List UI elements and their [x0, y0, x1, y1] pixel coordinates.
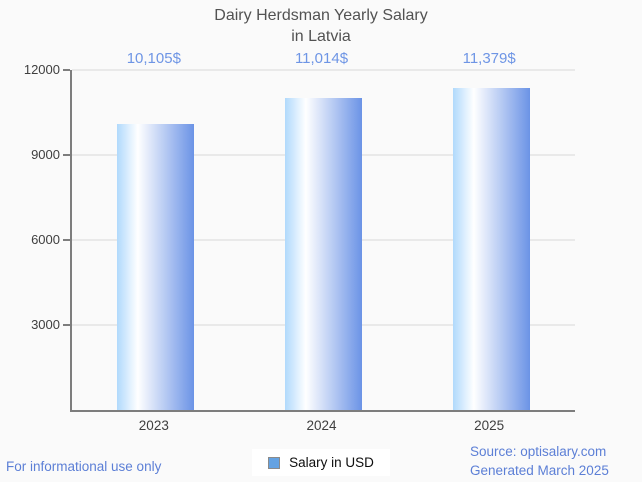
chart-title-line1: Dairy Herdsman Yearly Salary — [214, 7, 428, 24]
value-label-2025: 11,379$ — [462, 50, 516, 67]
informational-note: For informational use only — [6, 459, 162, 474]
y-axis-label-12000: 12000 — [23, 62, 60, 77]
source-block: Source: optisalary.com Generated March 2… — [470, 442, 609, 480]
y-axis-tick — [63, 324, 70, 326]
y-axis-label-6000: 6000 — [31, 232, 60, 247]
gridline-y12000 — [72, 69, 575, 71]
y-axis-label-9000: 9000 — [31, 147, 60, 162]
y-axis-tick — [63, 154, 70, 156]
value-label-2024: 11,014$ — [294, 50, 349, 67]
legend-swatch-icon — [268, 456, 281, 469]
bar-2023[interactable] — [117, 123, 195, 410]
y-axis-tick — [63, 69, 70, 71]
generated-date: Generated March 2025 — [470, 463, 609, 478]
legend-label: Salary in USD — [289, 455, 374, 470]
source-link[interactable]: Source: optisalary.com — [470, 444, 607, 459]
bar-2025[interactable] — [452, 87, 530, 410]
y-axis-tick — [63, 239, 70, 241]
chart-title: Dairy Herdsman Yearly Salary in Latvia — [0, 5, 642, 47]
chart-title-line2: in Latvia — [291, 28, 351, 45]
bar-2024[interactable] — [285, 97, 362, 410]
x-axis-label-2025: 2025 — [474, 418, 505, 433]
y-axis-label-3000: 3000 — [31, 317, 60, 332]
x-axis-label-2024: 2024 — [306, 418, 337, 433]
value-label-2023: 10,105$ — [126, 50, 181, 67]
legend: Salary in USD — [0, 449, 642, 476]
x-axis-label-2023: 2023 — [138, 418, 169, 433]
legend-item-salary[interactable]: Salary in USD — [252, 449, 390, 476]
plot-area — [63, 69, 575, 412]
